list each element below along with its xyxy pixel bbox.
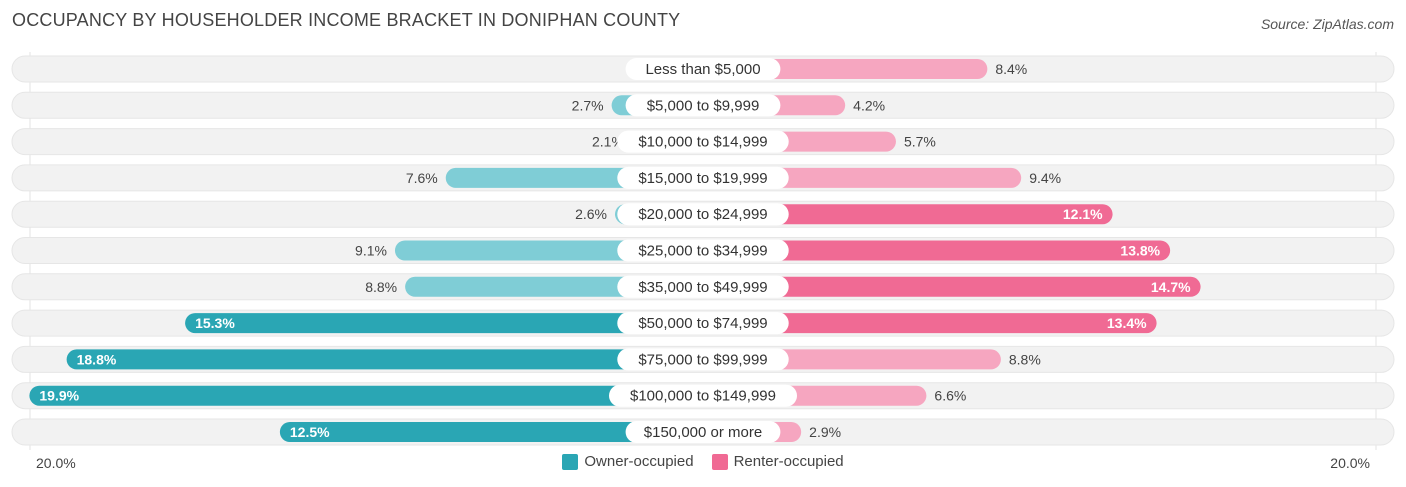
category-label: $5,000 to $9,999 (647, 97, 760, 114)
category-label: $75,000 to $99,999 (638, 351, 767, 368)
category-pill (617, 312, 789, 335)
renter-value-label: 9.4% (1029, 170, 1061, 186)
renter-value-label: 12.1% (1063, 206, 1103, 222)
owner-bar (279, 422, 703, 442)
legend-item-owner: Owner-occupied (562, 453, 694, 470)
renter-bar (703, 204, 1113, 225)
category-pill (617, 166, 789, 189)
category-pill (625, 58, 781, 80)
category-label: $100,000 to $149,999 (630, 388, 776, 405)
renter-value-label: 5.7% (904, 134, 936, 150)
owner-bar (185, 313, 704, 334)
renter-value-label: 13.4% (1107, 315, 1147, 331)
renter-bar (703, 313, 1157, 334)
chart-source: Source: ZipAtlas.com (1260, 16, 1394, 32)
category-pill (625, 421, 781, 443)
category-label: $20,000 to $24,999 (638, 206, 767, 223)
owner-value-label: 2.7% (572, 97, 604, 113)
legend-label-renter: Renter-occupied (733, 453, 844, 470)
category-label: $25,000 to $34,999 (638, 243, 767, 260)
owner-value-label: 8.8% (365, 279, 397, 295)
owner-value-label: 12.5% (290, 424, 330, 440)
category-label: $50,000 to $74,999 (638, 315, 767, 332)
category-pill (617, 275, 789, 298)
diverging-bar-chart: 0.68%8.4%Less than $5,0002.7%4.2%$5,000 … (11, 52, 1395, 450)
category-pill (617, 348, 789, 371)
owner-value-label: 19.9% (39, 388, 79, 404)
owner-value-label: 2.1% (592, 134, 624, 150)
category-label: $10,000 to $14,999 (638, 134, 767, 151)
owner-value-label: 18.8% (77, 351, 117, 367)
category-label: $150,000 or more (644, 424, 762, 441)
owner-value-label: 9.1% (355, 243, 387, 259)
renter-value-label: 13.8% (1120, 243, 1160, 259)
legend-item-renter: Renter-occupied (711, 453, 844, 470)
owner-value-label: 7.6% (406, 170, 438, 186)
category-label: $15,000 to $19,999 (638, 170, 767, 187)
legend-swatch-owner (562, 453, 579, 470)
renter-bar (703, 240, 1171, 261)
renter-value-label: 8.4% (995, 61, 1027, 77)
chart-title: OCCUPANCY BY HOUSEHOLDER INCOME BRACKET … (12, 10, 681, 30)
category-label: $35,000 to $49,999 (638, 279, 767, 296)
owner-bar (29, 385, 703, 406)
renter-value-label: 14.7% (1151, 279, 1191, 295)
renter-bar (703, 276, 1201, 297)
legend: Owner-occupied Renter-occupied (0, 453, 1406, 470)
legend-swatch-renter (711, 453, 728, 470)
category-pill (617, 239, 789, 262)
category-pill (617, 130, 789, 153)
axis-left-label: 20.0% (36, 455, 76, 471)
axis-right-label: 20.0% (1330, 455, 1370, 471)
legend-label-owner: Owner-occupied (584, 453, 694, 470)
owner-value-label: 15.3% (195, 315, 235, 331)
owner-bar (66, 349, 704, 370)
category-pill (609, 384, 797, 407)
renter-value-label: 4.2% (853, 97, 885, 113)
renter-value-label: 6.6% (934, 388, 966, 404)
owner-value-label: 2.6% (575, 206, 607, 222)
renter-value-label: 2.9% (809, 424, 841, 440)
category-label: Less than $5,000 (645, 61, 760, 78)
category-pill (617, 203, 789, 226)
renter-value-label: 8.8% (1009, 351, 1041, 367)
category-pill (625, 94, 781, 117)
